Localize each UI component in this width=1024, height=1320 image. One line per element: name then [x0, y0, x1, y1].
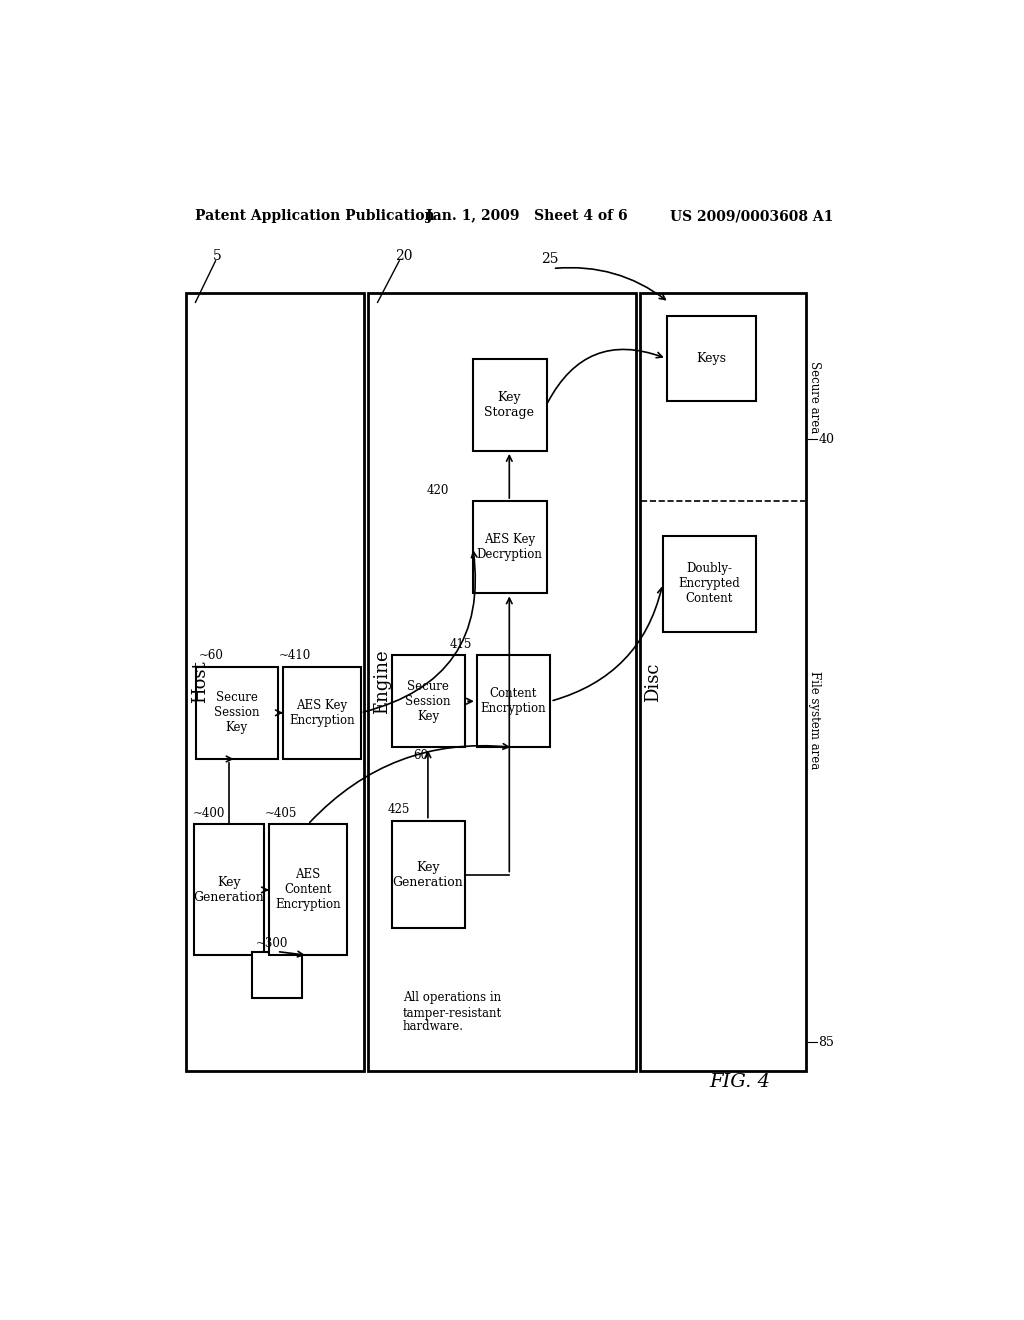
Bar: [473, 359, 547, 451]
Bar: [473, 502, 547, 594]
Text: Keys: Keys: [695, 352, 726, 366]
Text: Engine: Engine: [373, 649, 391, 714]
Text: All operations in: All operations in: [403, 991, 502, 1005]
Text: ~60: ~60: [199, 649, 223, 663]
Text: Content
Encryption: Content Encryption: [480, 688, 546, 715]
Text: 60: 60: [414, 748, 428, 762]
Text: FIG. 4: FIG. 4: [710, 1073, 771, 1092]
Bar: [369, 293, 636, 1071]
Bar: [283, 667, 360, 759]
Bar: [640, 293, 806, 1071]
Bar: [391, 655, 465, 747]
Text: ~400: ~400: [193, 807, 224, 820]
Text: hardware.: hardware.: [403, 1020, 464, 1034]
Bar: [186, 293, 365, 1071]
Bar: [252, 952, 302, 998]
Text: File system area: File system area: [809, 672, 821, 770]
Text: Key
Generation: Key Generation: [392, 861, 463, 888]
Text: 5: 5: [213, 249, 222, 263]
Bar: [391, 821, 465, 928]
Text: Jan. 1, 2009   Sheet 4 of 6: Jan. 1, 2009 Sheet 4 of 6: [426, 209, 628, 223]
Text: Patent Application Publication: Patent Application Publication: [196, 209, 435, 223]
Text: 425: 425: [388, 804, 410, 816]
Bar: [197, 667, 278, 759]
Text: AES
Content
Encryption: AES Content Encryption: [275, 869, 341, 911]
Text: tamper-resistant: tamper-resistant: [403, 1007, 502, 1019]
Text: US 2009/0003608 A1: US 2009/0003608 A1: [671, 209, 834, 223]
Bar: [269, 825, 346, 956]
Bar: [477, 655, 550, 747]
Text: Doubly-
Encrypted
Content: Doubly- Encrypted Content: [678, 562, 740, 605]
Text: 85: 85: [818, 1036, 835, 1049]
Bar: [663, 536, 756, 632]
Text: 420: 420: [426, 483, 449, 496]
Bar: [667, 317, 756, 401]
Text: Key
Storage: Key Storage: [484, 391, 535, 418]
Text: Disc: Disc: [644, 663, 663, 702]
Text: ~410: ~410: [280, 649, 311, 663]
Text: Key
Generation: Key Generation: [194, 876, 264, 904]
Bar: [194, 825, 263, 956]
Text: 20: 20: [395, 249, 413, 263]
Text: Secure
Session
Key: Secure Session Key: [214, 692, 259, 734]
Text: Secure area: Secure area: [809, 360, 821, 433]
Text: 25: 25: [541, 252, 558, 265]
Text: Host: Host: [191, 660, 209, 704]
Text: 415: 415: [450, 638, 472, 651]
Text: 40: 40: [818, 433, 835, 446]
Text: AES Key
Encryption: AES Key Encryption: [289, 698, 354, 727]
Text: Secure
Session
Key: Secure Session Key: [406, 680, 451, 723]
Text: ~300: ~300: [256, 937, 288, 950]
Text: ~405: ~405: [265, 807, 298, 820]
Text: AES Key
Decryption: AES Key Decryption: [476, 533, 543, 561]
